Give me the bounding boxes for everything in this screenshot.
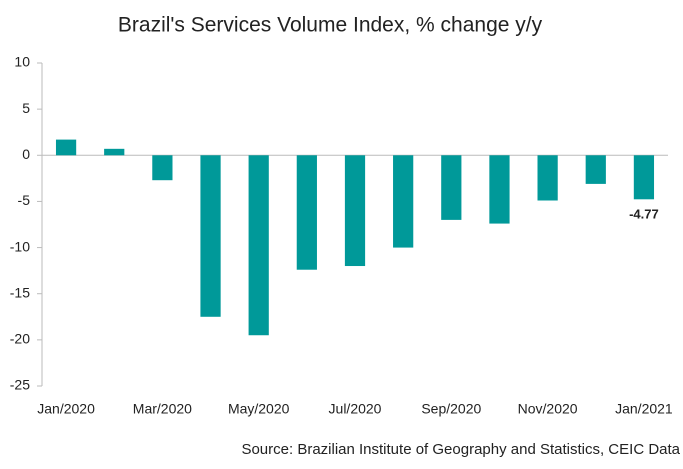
- bar: [296, 155, 317, 270]
- bar: [152, 155, 173, 181]
- source-note: Source: Brazilian Institute of Geography…: [241, 441, 680, 458]
- x-tick-label: Nov/2020: [518, 401, 578, 417]
- x-tick-label: May/2020: [228, 401, 290, 417]
- bar: [104, 148, 125, 156]
- y-tick-label: -20: [10, 331, 30, 347]
- y-tick-label: 10: [14, 54, 30, 70]
- bar: [393, 155, 414, 248]
- x-tick-label: Sep/2020: [421, 401, 481, 417]
- x-tick-label: Jan/2020: [37, 401, 95, 417]
- y-tick-label: -25: [10, 377, 30, 393]
- bar: [489, 155, 510, 224]
- bar: [55, 139, 77, 156]
- x-tick-label: Mar/2020: [133, 401, 192, 417]
- y-tick-label: 5: [22, 100, 30, 116]
- bar: [441, 155, 462, 220]
- y-tick-label: -5: [18, 192, 31, 208]
- bar: [585, 155, 606, 184]
- bar: [537, 155, 558, 201]
- x-tick-label: Jan/2021: [615, 401, 673, 417]
- bar: [633, 155, 655, 200]
- bar: [200, 155, 221, 317]
- chart-title: Brazil's Services Volume Index, % change…: [118, 14, 543, 37]
- bar: [248, 155, 269, 336]
- x-tick-label: Jul/2020: [329, 401, 382, 417]
- y-tick-label: 0: [22, 146, 30, 162]
- y-tick-label: -10: [10, 238, 30, 254]
- bar: [344, 155, 366, 267]
- y-tick-label: -15: [10, 284, 30, 300]
- value-label: -4.77: [629, 207, 659, 222]
